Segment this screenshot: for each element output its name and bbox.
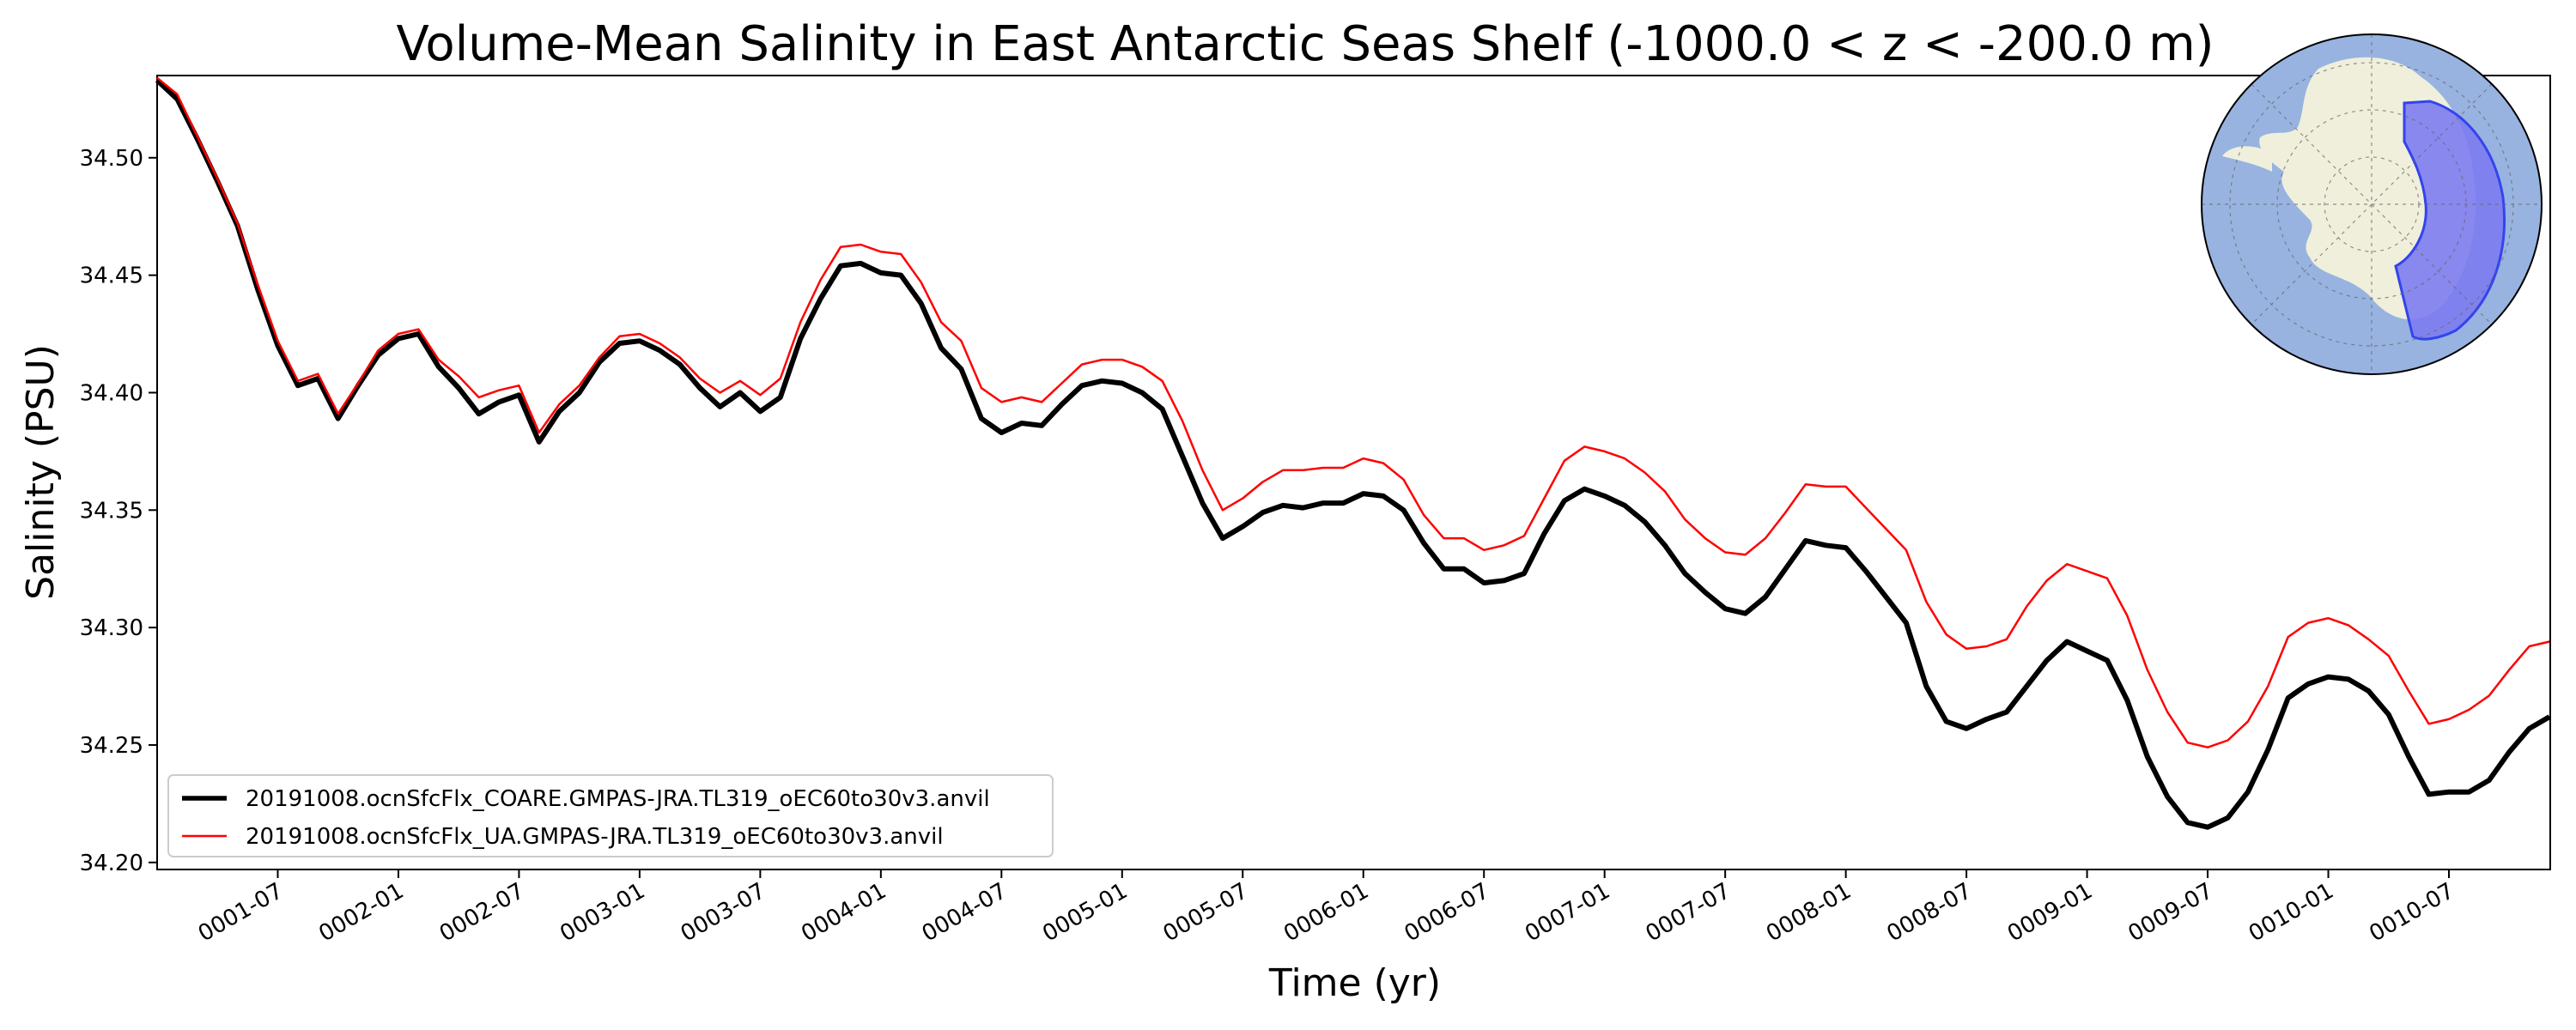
x-tick-label: 0003-07 bbox=[677, 878, 770, 947]
series-layer bbox=[155, 76, 2551, 830]
x-tick-label: 0004-07 bbox=[918, 878, 1012, 947]
x-tick-label: 0008-01 bbox=[1762, 878, 1856, 947]
x-axis-ticks: 0001-07 0002-01 0002-07 0003-01 0003-07 0004-… bbox=[194, 869, 2459, 947]
x-tick-label: 0006-07 bbox=[1400, 878, 1494, 947]
x-tick-label: 0005-07 bbox=[1159, 878, 1253, 947]
y-axis-ticks: 34.20 34.25 34.30 34.35 34.40 34.45 34.50 bbox=[80, 146, 157, 876]
x-tick-label: 0001-07 bbox=[194, 878, 288, 947]
chart-title: Volume-Mean Salinity in East Antarctic S… bbox=[396, 16, 2214, 72]
y-tick-label: 34.50 bbox=[80, 146, 143, 172]
x-tick-label: 0010-01 bbox=[2245, 878, 2338, 947]
x-tick-label: 0007-07 bbox=[1642, 878, 1735, 947]
y-tick-label: 34.40 bbox=[80, 380, 143, 406]
x-tick-label: 0006-01 bbox=[1279, 878, 1373, 947]
x-tick-label: 0007-01 bbox=[1521, 878, 1614, 947]
x-tick-label: 0002-01 bbox=[314, 878, 408, 947]
y-axis-label: Salinity (PSU) bbox=[19, 344, 63, 600]
legend-label-coare: 20191008.ocnSfcFlx_COARE.GMPAS-JRA.TL319… bbox=[246, 786, 990, 812]
antarctic-peninsula bbox=[2222, 146, 2272, 172]
x-tick-label: 0002-07 bbox=[435, 878, 529, 947]
x-tick-label: 0003-01 bbox=[556, 878, 649, 947]
x-tick-label: 0010-07 bbox=[2365, 878, 2458, 947]
y-tick-label: 34.20 bbox=[80, 851, 143, 876]
x-tick-label: 0004-01 bbox=[797, 878, 890, 947]
x-tick-label: 0005-01 bbox=[1038, 878, 1132, 947]
x-tick-label: 0008-07 bbox=[1883, 878, 1977, 947]
legend-box bbox=[167, 774, 1054, 857]
legend-label-ua: 20191008.ocnSfcFlx_UA.GMPAS-JRA.TL319_oE… bbox=[246, 824, 944, 850]
x-tick-label: 0009-07 bbox=[2123, 878, 2217, 947]
series-line-ua bbox=[156, 76, 2550, 748]
series-line-coare bbox=[155, 78, 2551, 830]
plot-area bbox=[156, 75, 2551, 870]
y-tick-label: 34.30 bbox=[80, 615, 143, 641]
y-tick-label: 34.45 bbox=[80, 264, 143, 289]
inset-map-border bbox=[2201, 33, 2543, 375]
east-antarctic-region-overlay bbox=[2394, 100, 2506, 341]
x-axis-label: Time (yr) bbox=[1268, 961, 1441, 1005]
legend: 20191008.ocnSfcFlx_COARE.GMPAS-JRA.TL319… bbox=[167, 774, 1054, 857]
inset-map-gridlines bbox=[2202, 34, 2542, 374]
y-tick-label: 34.35 bbox=[80, 498, 143, 524]
x-tick-label: 0009-01 bbox=[2003, 878, 2097, 947]
y-tick-label: 34.25 bbox=[80, 733, 143, 759]
antarctic-region-inset-map bbox=[2201, 33, 2543, 375]
